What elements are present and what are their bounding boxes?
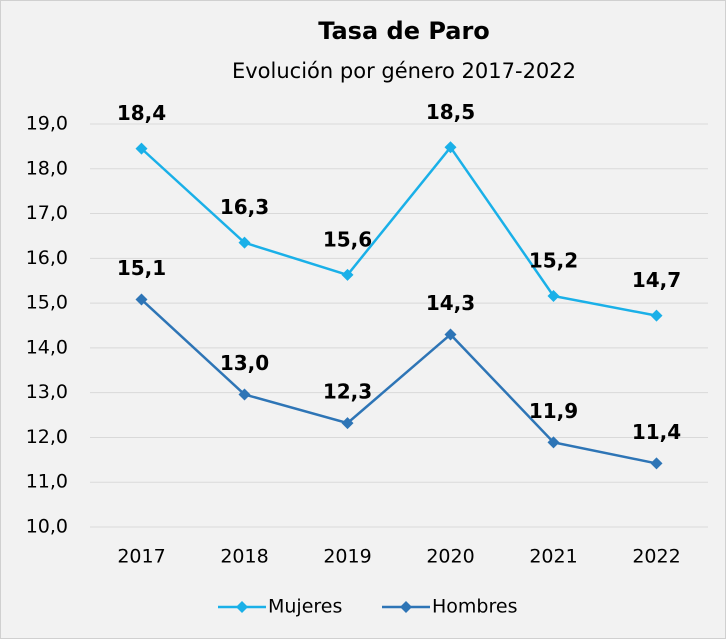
point-marker xyxy=(547,289,560,302)
point-marker xyxy=(135,293,148,306)
chart-title: Tasa de Paro xyxy=(318,17,490,45)
data-label: 15,2 xyxy=(529,248,578,272)
x-tick-label: 2017 xyxy=(117,546,165,568)
legend-label: Mujeres xyxy=(268,596,342,618)
point-marker xyxy=(547,436,560,449)
point-marker xyxy=(444,328,457,341)
y-tick-label: 18,0 xyxy=(26,157,68,179)
x-tick-label: 2022 xyxy=(632,546,680,568)
chart-subtitle: Evolución por género 2017-2022 xyxy=(232,59,576,83)
y-tick-label: 17,0 xyxy=(26,202,68,224)
legend-marker xyxy=(236,601,248,613)
point-marker xyxy=(341,417,354,430)
x-tick-label: 2021 xyxy=(529,546,577,568)
point-marker xyxy=(341,268,354,281)
x-tick-label: 2019 xyxy=(323,546,371,568)
point-marker xyxy=(238,236,251,249)
data-label: 12,3 xyxy=(323,380,372,404)
data-label: 18,5 xyxy=(426,100,475,124)
legend-label: Hombres xyxy=(432,596,517,618)
point-marker xyxy=(650,309,663,322)
point-marker xyxy=(135,142,148,155)
point-marker xyxy=(238,388,251,401)
x-tick-label: 2018 xyxy=(220,546,268,568)
data-label: 14,7 xyxy=(632,268,681,292)
data-label: 15,6 xyxy=(323,227,372,251)
point-marker xyxy=(444,141,457,154)
y-tick-label: 12,0 xyxy=(26,426,68,448)
series-line xyxy=(140,298,657,465)
data-label: 13,0 xyxy=(220,351,269,375)
y-tick-label: 14,0 xyxy=(26,336,68,358)
y-tick-label: 19,0 xyxy=(26,113,68,135)
x-tick-label: 2020 xyxy=(426,546,474,568)
point-marker xyxy=(650,457,663,470)
data-label: 16,3 xyxy=(220,195,269,219)
y-tick-label: 16,0 xyxy=(26,247,68,269)
data-label: 11,9 xyxy=(529,399,578,423)
data-label: 11,4 xyxy=(632,420,681,444)
y-tick-label: 11,0 xyxy=(26,471,68,493)
legend-marker xyxy=(400,601,412,613)
data-label: 18,4 xyxy=(117,101,166,125)
y-tick-label: 13,0 xyxy=(26,381,68,403)
y-tick-label: 15,0 xyxy=(26,292,68,314)
data-label: 15,1 xyxy=(117,256,166,280)
y-tick-label: 10,0 xyxy=(26,516,68,538)
data-label: 14,3 xyxy=(426,291,475,315)
series-line xyxy=(140,145,657,317)
